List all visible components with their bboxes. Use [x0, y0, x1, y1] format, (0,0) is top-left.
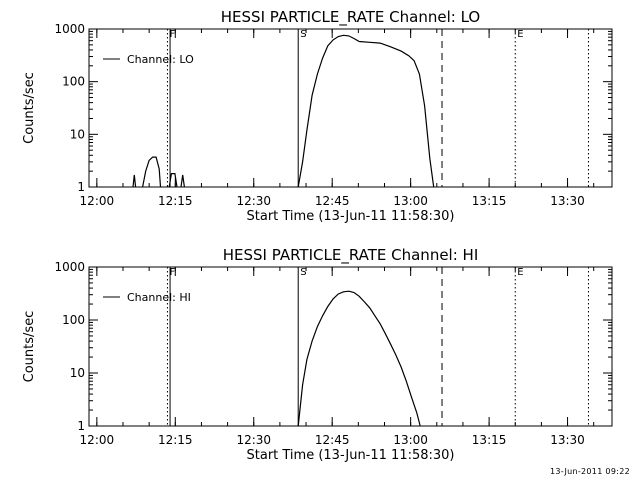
series-line — [132, 174, 137, 188]
plot-frame — [88, 28, 613, 188]
x-tick-label: 13:15 — [472, 433, 507, 447]
x-axis-label: Start Time (13-Jun-11 11:58:30) — [247, 209, 455, 224]
y-tick-label: 1000 — [54, 260, 85, 274]
x-tick-label: 12:15 — [158, 194, 193, 208]
y-tick-label: 10 — [70, 366, 85, 380]
y-axis-label: Counts/sec — [22, 311, 37, 383]
event-marker-label: E — [517, 29, 523, 40]
timestamp-footer: 13-Jun-2011 09:22 — [550, 467, 630, 476]
series-line — [297, 290, 421, 427]
x-tick-label: 12:00 — [80, 194, 115, 208]
series-line — [142, 156, 162, 188]
event-marker-label: F — [169, 29, 175, 40]
y-tick-label: 1 — [77, 180, 85, 194]
event-marker-label: S — [300, 267, 306, 278]
chart-title: HESSI PARTICLE_RATE Channel: HI — [223, 246, 479, 265]
y-tick-label: 1000 — [54, 22, 85, 36]
y-tick-label: 100 — [62, 313, 85, 327]
event-marker-label: F — [169, 267, 175, 278]
y-axis-label: Counts/sec — [22, 72, 37, 144]
event-marker-label: E — [517, 267, 523, 278]
x-tick-label: 13:30 — [550, 433, 585, 447]
legend-label: Channel: HI — [127, 291, 191, 304]
x-tick-label: 12:30 — [236, 194, 271, 208]
x-tick-label: 13:30 — [550, 194, 585, 208]
x-tick-label: 12:00 — [80, 433, 115, 447]
x-tick-label: 12:30 — [236, 433, 271, 447]
series-line — [297, 34, 435, 188]
x-tick-label: 13:15 — [472, 194, 507, 208]
series-line — [180, 174, 185, 188]
series-line — [168, 173, 178, 188]
y-tick-label: 10 — [70, 127, 85, 141]
plot-frame — [88, 266, 613, 427]
x-tick-label: 12:45 — [315, 194, 350, 208]
x-tick-label: 12:15 — [158, 433, 193, 447]
chart-title: HESSI PARTICLE_RATE Channel: LO — [221, 8, 480, 27]
y-tick-label: 100 — [62, 75, 85, 89]
event-marker-label: S — [300, 29, 306, 40]
x-axis-label: Start Time (13-Jun-11 11:58:30) — [247, 448, 455, 463]
x-tick-label: 13:00 — [393, 433, 428, 447]
y-tick-label: 1 — [77, 419, 85, 433]
x-tick-label: 12:45 — [315, 433, 350, 447]
legend-label: Channel: LO — [127, 53, 194, 66]
x-tick-label: 13:00 — [393, 194, 428, 208]
